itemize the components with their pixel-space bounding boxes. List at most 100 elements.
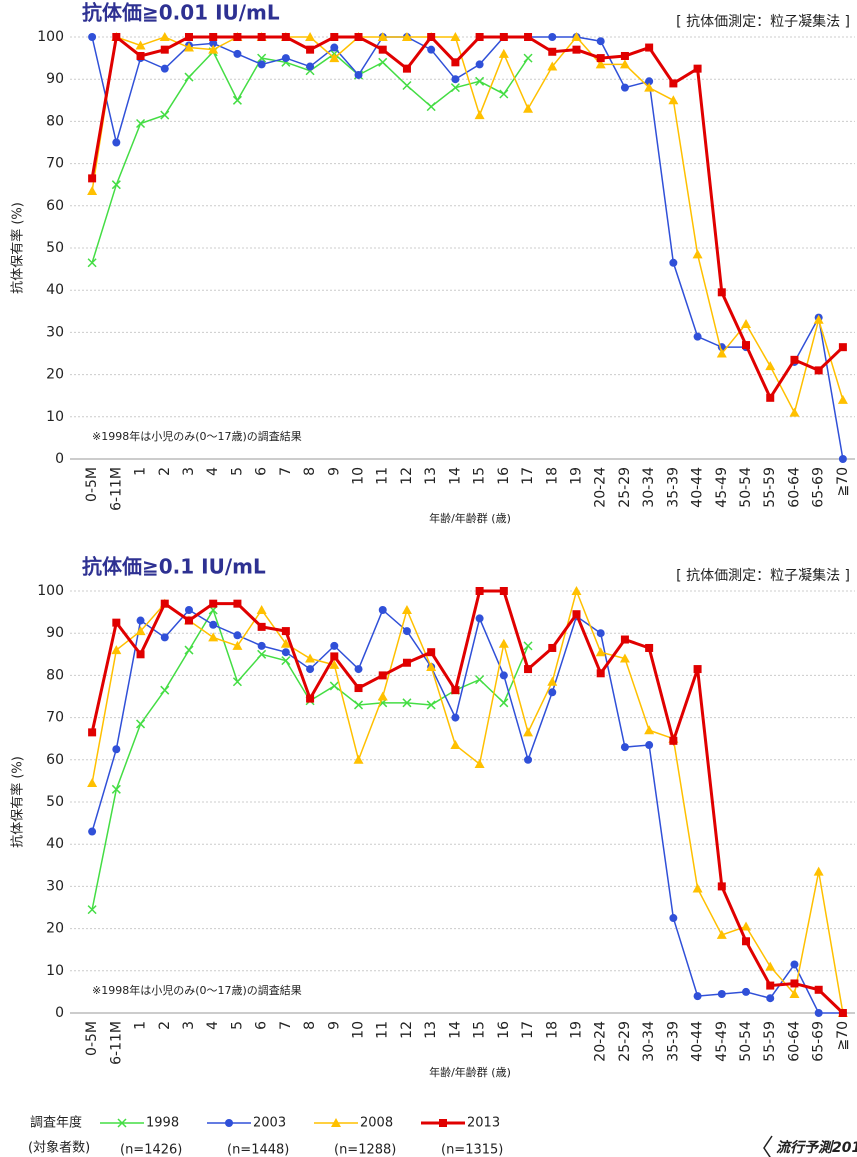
marker (523, 53, 533, 63)
marker (330, 43, 339, 52)
x-tick-label: 2 (157, 1021, 173, 1030)
marker (160, 110, 170, 120)
marker (595, 59, 606, 69)
marker (669, 736, 678, 745)
marker (838, 455, 847, 463)
marker (451, 75, 460, 84)
marker (354, 684, 363, 693)
legend-label: 2013 (467, 1116, 500, 1131)
y-tick-label: 80 (46, 667, 64, 683)
marker (765, 961, 776, 971)
x-tick-label: 11 (375, 1021, 391, 1039)
marker (450, 83, 460, 93)
marker (257, 60, 266, 69)
marker (693, 332, 702, 341)
marker (330, 33, 339, 41)
x-tick-label: 50-54 (738, 467, 754, 508)
marker (354, 70, 363, 79)
marker (257, 53, 267, 63)
marker (813, 866, 824, 876)
x-tick-label: 6 (254, 1021, 270, 1030)
x-axis-label: 年齢/年齢群 (歳) (429, 511, 511, 525)
x-tick-label: 40-44 (690, 467, 706, 508)
x-tick-label: 6 (254, 467, 270, 476)
marker (232, 95, 242, 105)
marker (354, 665, 363, 674)
x-tick-label: 12 (399, 1021, 415, 1039)
y-tick-label: 30 (46, 324, 64, 340)
marker (741, 921, 752, 931)
marker (499, 671, 508, 680)
marker (547, 676, 558, 686)
marker (837, 394, 848, 404)
x-tick-label: 15 (472, 467, 488, 485)
marker (329, 659, 340, 669)
x-tick-label: 11 (375, 467, 391, 485)
marker (790, 979, 799, 988)
marker (136, 51, 145, 60)
marker (451, 58, 460, 67)
y-tick-label: 100 (37, 583, 64, 599)
y-tick-label: 10 (46, 963, 64, 979)
marker (233, 33, 242, 41)
marker (402, 80, 412, 91)
chart-title: 抗体価≧0.01 IU/mL (82, 1, 280, 25)
legend-count: (n=1426) (120, 1143, 182, 1157)
marker (88, 33, 97, 41)
x-tick-label: 20-24 (593, 1021, 609, 1062)
note: ※1998年は小児のみ(0〜17歳)の調査結果 (92, 429, 302, 443)
legend-label: 1998 (146, 1116, 179, 1131)
x-tick-label: 16 (496, 467, 512, 485)
marker (232, 640, 243, 650)
marker (669, 79, 678, 88)
y-tick-label: 60 (46, 198, 64, 214)
x-tick-label: 45-49 (714, 467, 730, 508)
marker (184, 605, 193, 614)
marker (257, 641, 266, 650)
x-tick-label: 35-39 (665, 467, 681, 508)
marker (87, 778, 98, 788)
marker (571, 32, 582, 41)
x-tick-label: 4 (205, 1021, 221, 1030)
legend-count: (n=1315) (441, 1143, 503, 1157)
marker (439, 1119, 447, 1127)
x-tick-label: ≧70 (835, 467, 851, 497)
marker (232, 677, 242, 687)
marker (669, 914, 678, 923)
marker (88, 728, 97, 737)
x-tick-label: 9 (326, 467, 342, 476)
marker (401, 32, 412, 41)
marker (716, 348, 727, 358)
x-tick-label: 12 (399, 467, 415, 485)
marker (644, 82, 655, 92)
marker (596, 37, 605, 46)
marker (523, 641, 533, 651)
marker (620, 51, 629, 60)
x-tick-label: 18 (544, 1021, 560, 1039)
marker (209, 599, 218, 608)
marker (474, 110, 485, 120)
marker (281, 33, 290, 41)
marker (281, 54, 290, 63)
x-tick-label: 30-34 (641, 1021, 657, 1062)
note: ※1998年は小児のみ(0〜17歳)の調査結果 (92, 983, 302, 997)
x-tick-label: 10 (351, 467, 367, 485)
marker (498, 638, 509, 648)
x-tick-label: 20-24 (593, 467, 609, 508)
x-tick-label: 18 (544, 467, 560, 485)
marker (814, 366, 823, 375)
method-note: [ 抗体価測定：粒子凝集法 ] (676, 13, 850, 30)
marker (208, 632, 219, 642)
marker (427, 648, 436, 657)
marker (305, 653, 316, 663)
marker (401, 604, 412, 614)
x-tick-label: 35-39 (665, 1021, 681, 1062)
marker (838, 1009, 847, 1017)
x-tick-label: 2 (157, 467, 173, 476)
x-tick-label: 7 (278, 467, 294, 476)
marker (208, 44, 219, 54)
marker (475, 33, 484, 41)
legend-count: (n=1288) (334, 1143, 396, 1157)
marker (450, 32, 461, 41)
y-tick-label: 20 (46, 367, 64, 383)
